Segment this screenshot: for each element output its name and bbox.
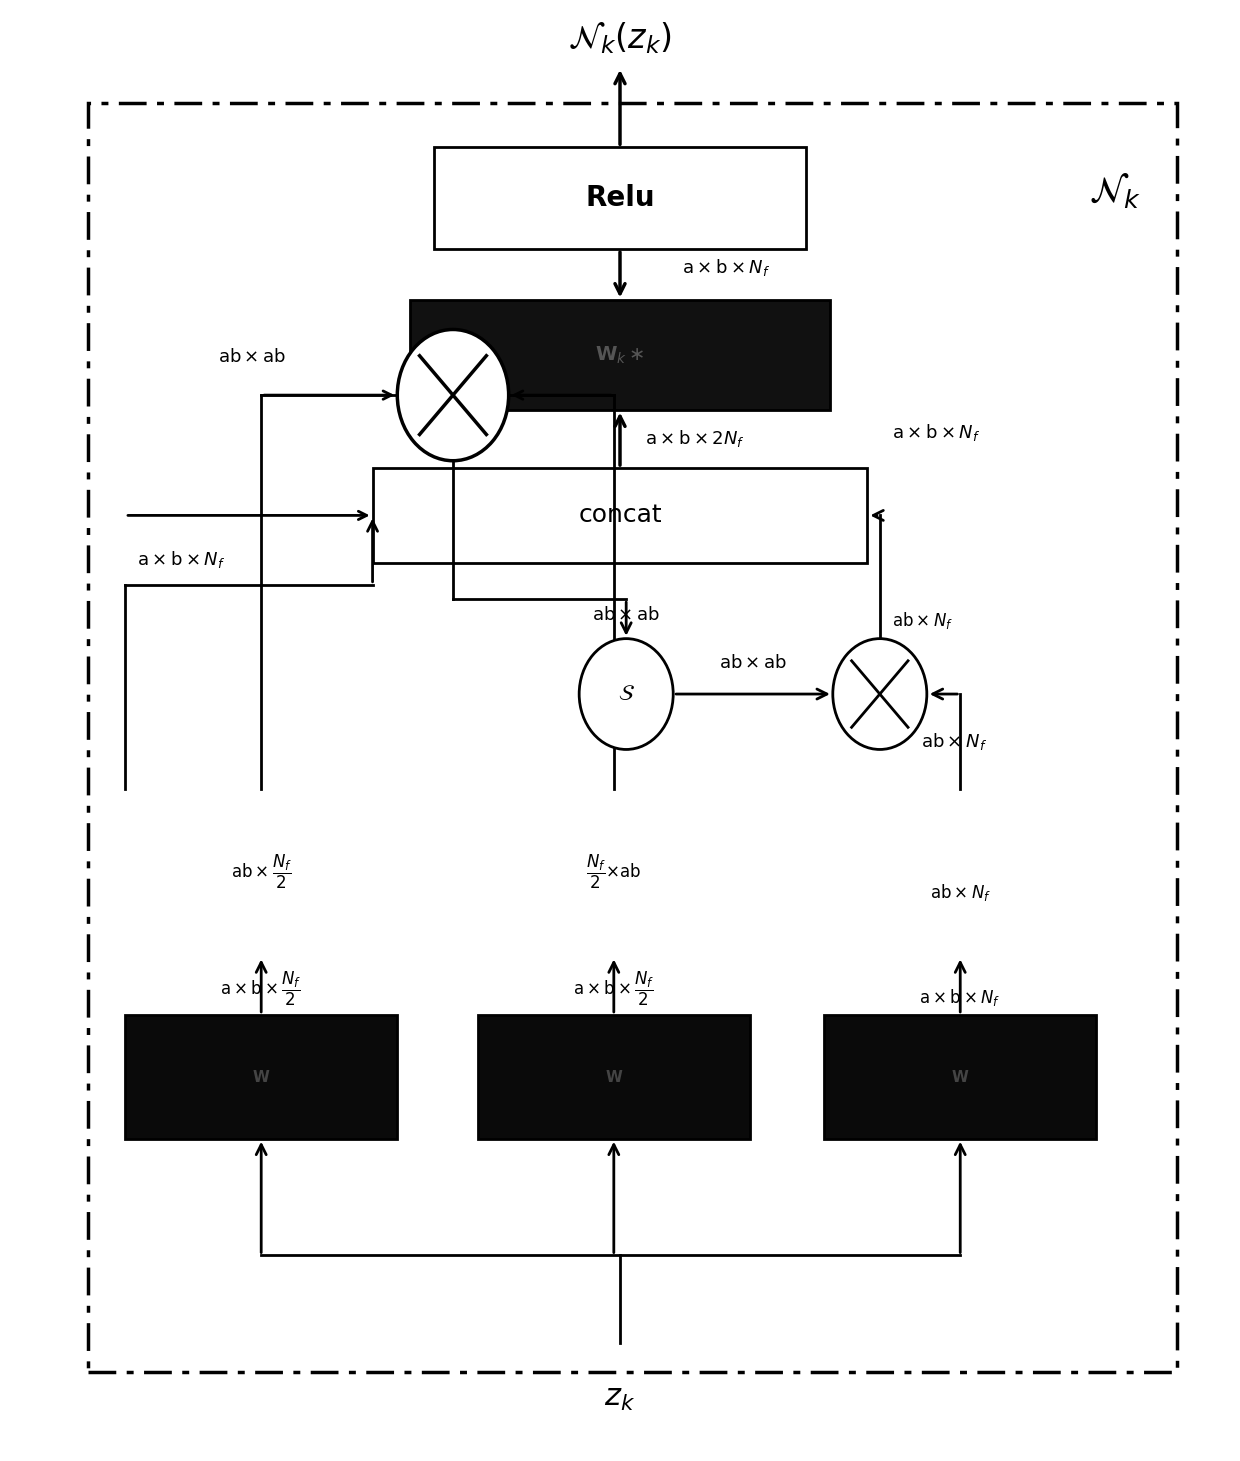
Text: $\mathbf{W}$: $\mathbf{W}$ xyxy=(951,1069,970,1086)
Bar xyxy=(125,1015,397,1138)
Text: $\mathrm{a \times b \times} N_f$: $\mathrm{a \times b \times} N_f$ xyxy=(138,549,226,570)
Text: $\mathcal{S}$: $\mathcal{S}$ xyxy=(618,684,635,704)
Text: $\mathrm{ab \times} \dfrac{N_f}{2}$: $\mathrm{ab \times} \dfrac{N_f}{2}$ xyxy=(231,853,291,891)
Text: $\mathrm{ab \times ab}$: $\mathrm{ab \times ab}$ xyxy=(218,348,286,365)
Text: $\mathrm{a \times b \times} \dfrac{N_f}{2}$: $\mathrm{a \times b \times} \dfrac{N_f}{… xyxy=(221,969,303,1008)
Bar xyxy=(825,1015,1096,1138)
Text: $\mathrm{a \times b \times} \dfrac{N_f}{2}$: $\mathrm{a \times b \times} \dfrac{N_f}{… xyxy=(573,969,655,1008)
Text: $\mathcal{N}_k$: $\mathcal{N}_k$ xyxy=(1089,171,1141,210)
Text: $\mathrm{a \times b \times} N_f$: $\mathrm{a \times b \times} N_f$ xyxy=(919,986,1001,1008)
Text: $z_k$: $z_k$ xyxy=(604,1384,636,1413)
Text: $\mathbf{W}$: $\mathbf{W}$ xyxy=(252,1069,270,1086)
Text: $\mathrm{ab \times} N_f$: $\mathrm{ab \times} N_f$ xyxy=(921,730,987,752)
Bar xyxy=(372,468,868,562)
Text: $\mathrm{ab \times ab}$: $\mathrm{ab \times ab}$ xyxy=(593,606,660,624)
Text: $\mathbf{W}_k \ast$: $\mathbf{W}_k \ast$ xyxy=(595,345,645,365)
Circle shape xyxy=(397,330,508,460)
Bar xyxy=(409,301,831,409)
Text: $\mathbf{W}$: $\mathbf{W}$ xyxy=(605,1069,622,1086)
Text: $\mathrm{a \times b \times 2}N_f$: $\mathrm{a \times b \times 2}N_f$ xyxy=(645,428,744,450)
Text: $\dfrac{N_f}{2} \mathrm{\times ab}$: $\dfrac{N_f}{2} \mathrm{\times ab}$ xyxy=(587,853,641,891)
Bar xyxy=(88,104,1177,1372)
Text: $\mathcal{N}_k(z_k)$: $\mathcal{N}_k(z_k)$ xyxy=(568,20,672,56)
Circle shape xyxy=(833,638,926,749)
Text: $\mathrm{ab \times ab}$: $\mathrm{ab \times ab}$ xyxy=(719,655,787,672)
Text: $\mathrm{ab \times} N_f$: $\mathrm{ab \times} N_f$ xyxy=(893,611,954,631)
Bar xyxy=(477,1015,750,1138)
Bar xyxy=(434,148,806,250)
Text: Relu: Relu xyxy=(585,184,655,212)
Text: $\mathrm{a \times b \times} N_f$: $\mathrm{a \times b \times} N_f$ xyxy=(682,257,770,278)
Circle shape xyxy=(579,638,673,749)
Text: $\mathrm{a \times b \times} N_f$: $\mathrm{a \times b \times} N_f$ xyxy=(893,422,981,443)
Text: concat: concat xyxy=(578,504,662,527)
Text: $\mathrm{ab \times} N_f$: $\mathrm{ab \times} N_f$ xyxy=(930,881,991,903)
